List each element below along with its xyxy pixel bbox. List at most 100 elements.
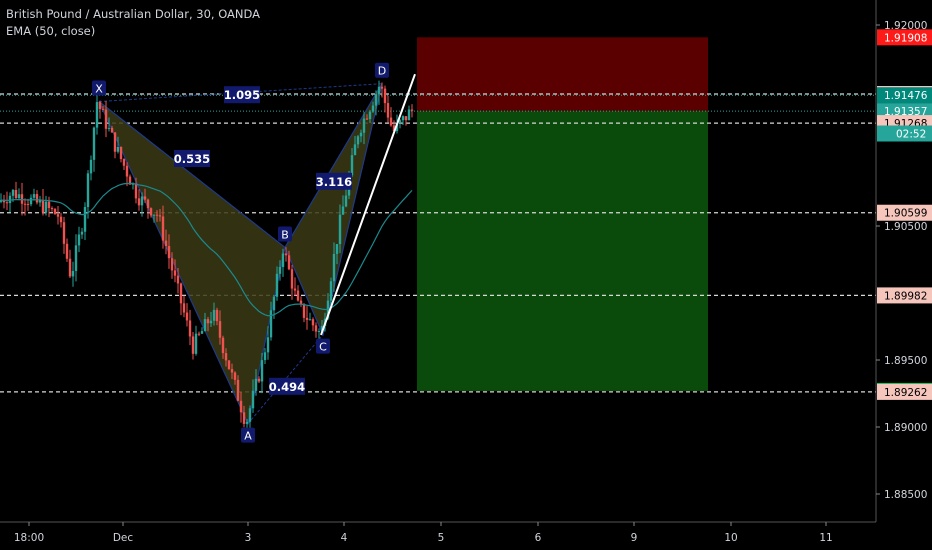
candle-body [80, 231, 84, 235]
candle-body [5, 202, 9, 204]
time-axis-bg [0, 522, 932, 550]
price-tick-label: 1.89000 [884, 422, 927, 434]
chart-title: British Pound / Australian Dollar, 30, O… [6, 7, 261, 21]
pattern-point-x-bg [92, 80, 106, 96]
candle-body [380, 86, 384, 89]
candle-body [86, 173, 90, 208]
candle-body [290, 269, 294, 289]
candle-body [92, 127, 96, 160]
time-tick-label: 10 [724, 532, 737, 544]
price-tick-label: 1.92000 [884, 20, 927, 32]
candle-body [317, 330, 321, 332]
candle-body [281, 253, 285, 267]
candle-body [167, 246, 171, 259]
candle-body [368, 111, 372, 120]
ratio-label-bg [316, 172, 352, 190]
candle-body [179, 283, 183, 304]
ratio-label: 3.116 [316, 175, 352, 189]
candle-body [335, 244, 339, 254]
candle-body [404, 116, 408, 121]
countdown-label: 02:52 [896, 129, 926, 141]
candle-body [143, 196, 147, 200]
candle-body [215, 309, 219, 322]
time-tick-label: 11 [819, 532, 832, 544]
candle-body [284, 253, 288, 256]
candle-body [401, 116, 405, 121]
candle-body [56, 214, 60, 217]
pattern-ratio-line [247, 334, 324, 424]
price-tick-label: 1.88500 [884, 489, 927, 501]
candle-body [107, 127, 111, 129]
pattern-point-b-bg [278, 226, 292, 242]
candle-body [164, 240, 168, 247]
candle-body [305, 317, 309, 320]
candle-body [236, 379, 240, 401]
candle-body [302, 303, 306, 318]
price-tick-label: 1.89500 [884, 355, 927, 367]
candle-body [59, 216, 63, 223]
candle-body [32, 194, 36, 198]
candle-body [293, 288, 297, 291]
candle-body [233, 372, 237, 380]
price-label-bg [877, 87, 932, 104]
candle-body [155, 214, 159, 216]
candle-body [23, 203, 27, 205]
candle-body [296, 290, 300, 301]
time-axis: 18:00 Dec 3 4 5 6 9 10 11 [0, 521, 932, 550]
candle-body [77, 234, 81, 246]
candle-body [20, 194, 24, 204]
candle-body [104, 109, 108, 129]
candle-body [269, 310, 273, 338]
candle-body [407, 109, 411, 121]
candle-body [266, 337, 270, 353]
candle-body [392, 125, 396, 132]
candle-body [74, 245, 78, 272]
candle-body [140, 196, 144, 206]
candle-body [191, 336, 195, 354]
pattern-point-d: D [378, 65, 386, 78]
candle-body [17, 194, 21, 199]
stop-loss-zone [417, 37, 708, 112]
candle-body [125, 165, 129, 177]
candle-body [50, 207, 54, 210]
candle-body [350, 155, 354, 176]
time-tick-label: Dec [113, 532, 134, 544]
candle-body [119, 146, 123, 160]
pattern-point-a-bg [241, 427, 255, 443]
candle-body [260, 360, 264, 382]
candle-body [230, 369, 234, 373]
time-tick-label: 6 [535, 532, 542, 544]
price-label-bg [877, 383, 932, 400]
candle-body [149, 208, 153, 216]
candle-body [263, 352, 267, 361]
candle-body [314, 325, 318, 332]
candle-body [110, 127, 114, 133]
time-tick-label: 5 [438, 532, 445, 544]
price-axis-bg [876, 0, 932, 550]
candles [0, 80, 414, 433]
candle-body [41, 200, 45, 213]
candle-body [353, 144, 357, 156]
pattern-point-c: C [319, 341, 327, 354]
candle-body [137, 198, 141, 206]
candle-body [98, 102, 102, 110]
candle-body [278, 266, 282, 274]
candle-body [197, 333, 201, 335]
chart-pane: X A B C D 1.095 0.535 3.116 0.494 [0, 37, 876, 443]
candle-body [89, 159, 93, 174]
candle-body [287, 255, 291, 270]
candle-body [29, 197, 33, 205]
candle-body [341, 206, 345, 215]
candle-body [410, 109, 414, 111]
candle-body [356, 136, 360, 145]
candle-body [95, 102, 99, 128]
countdown-bg [877, 125, 932, 142]
candle-body [212, 309, 216, 321]
pattern-point-a: A [244, 430, 252, 443]
candle-body [194, 333, 198, 354]
candle-body [320, 325, 324, 331]
candle-body [101, 109, 105, 111]
candle-body [275, 273, 279, 297]
pattern-point-d-bg [375, 62, 389, 78]
